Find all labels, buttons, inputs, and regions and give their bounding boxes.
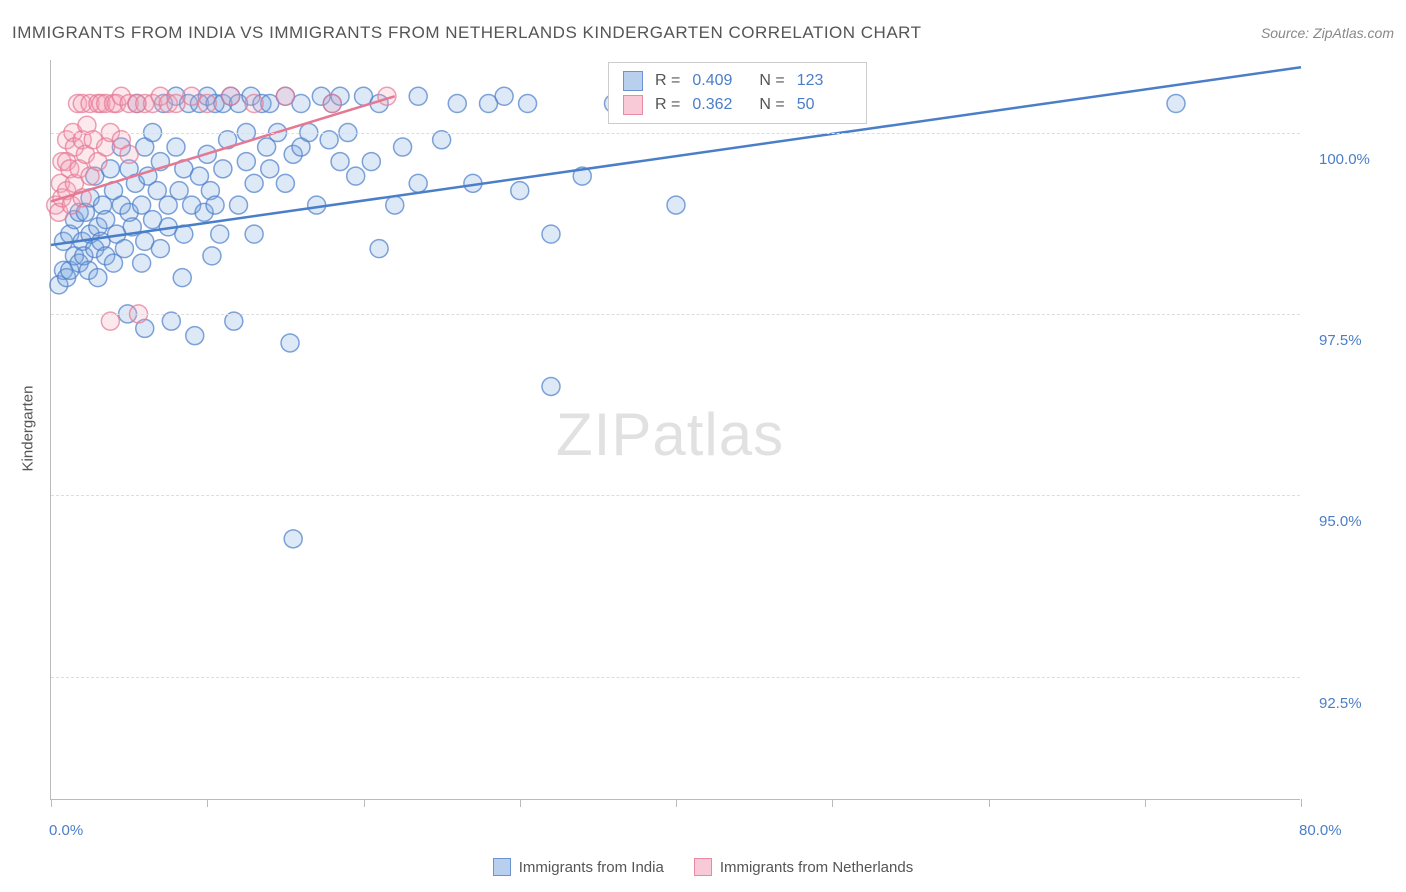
n-value-netherlands: 50 [797, 96, 852, 114]
gridline-horizontal [51, 677, 1300, 678]
source-value: ZipAtlas.com [1313, 25, 1394, 41]
gridline-horizontal [51, 314, 1300, 315]
x-tick-mark [1145, 799, 1146, 807]
scatter-svg [51, 60, 1300, 799]
swatch-india-icon [623, 71, 643, 91]
scatter-point [511, 182, 529, 200]
scatter-point [519, 95, 537, 113]
scatter-point [211, 225, 229, 243]
scatter-point [261, 160, 279, 178]
scatter-point [133, 254, 151, 272]
swatch-netherlands-icon [623, 95, 643, 115]
y-axis-label: Kindergarten [19, 386, 36, 472]
x-tick-mark [989, 799, 990, 807]
x-tick-label: 0.0% [49, 822, 83, 839]
legend-item-netherlands: Immigrants from Netherlands [694, 858, 913, 876]
legend-label-netherlands: Immigrants from Netherlands [720, 859, 913, 876]
x-tick-mark [676, 799, 677, 807]
stat-row-netherlands: R = 0.362 N = 50 [623, 93, 852, 117]
r-value-india: 0.409 [692, 72, 747, 90]
y-tick-label: 100.0% [1319, 151, 1399, 168]
legend-item-india: Immigrants from India [493, 858, 664, 876]
x-tick-mark [51, 799, 52, 807]
scatter-point [198, 95, 216, 113]
scatter-point [284, 530, 302, 548]
scatter-point [448, 95, 466, 113]
scatter-point [323, 95, 341, 113]
scatter-point [1167, 95, 1185, 113]
gridline-horizontal [51, 133, 1300, 134]
scatter-point [347, 167, 365, 185]
scatter-point [370, 240, 388, 258]
scatter-point [170, 182, 188, 200]
scatter-point [237, 153, 255, 171]
scatter-point [173, 269, 191, 287]
scatter-point [186, 327, 204, 345]
y-tick-label: 92.5% [1319, 695, 1399, 712]
scatter-point [542, 377, 560, 395]
scatter-point [394, 138, 412, 156]
scatter-point [542, 225, 560, 243]
scatter-point [409, 174, 427, 192]
chart-source: Source: ZipAtlas.com [1261, 25, 1394, 41]
x-tick-label: 80.0% [1299, 822, 1342, 839]
swatch-netherlands-icon [694, 858, 712, 876]
scatter-point [115, 240, 133, 258]
scatter-point [203, 247, 221, 265]
x-tick-mark [520, 799, 521, 807]
scatter-point [89, 269, 107, 287]
scatter-point [276, 87, 294, 105]
scatter-point [167, 138, 185, 156]
scatter-point [409, 87, 427, 105]
r-value-netherlands: 0.362 [692, 96, 747, 114]
chart-header: IMMIGRANTS FROM INDIA VS IMMIGRANTS FROM… [12, 18, 1394, 48]
bottom-legend: Immigrants from India Immigrants from Ne… [0, 858, 1406, 876]
scatter-point [151, 240, 169, 258]
scatter-point [222, 87, 240, 105]
scatter-point [276, 174, 294, 192]
plot-area: ZIPatlas 92.5%95.0%97.5%100.0%0.0%80.0% [50, 60, 1300, 800]
scatter-point [245, 174, 263, 192]
x-tick-mark [832, 799, 833, 807]
scatter-point [667, 196, 685, 214]
gridline-horizontal [51, 495, 1300, 496]
x-tick-mark [207, 799, 208, 807]
scatter-point [281, 334, 299, 352]
n-label: N = [759, 96, 784, 114]
scatter-point [230, 196, 248, 214]
r-label: R = [655, 96, 680, 114]
scatter-point [362, 153, 380, 171]
n-label: N = [759, 72, 784, 90]
x-tick-mark [364, 799, 365, 807]
scatter-point [206, 196, 224, 214]
y-tick-label: 97.5% [1319, 332, 1399, 349]
scatter-point [245, 95, 263, 113]
stat-row-india: R = 0.409 N = 123 [623, 69, 852, 93]
scatter-point [245, 225, 263, 243]
scatter-point [120, 145, 138, 163]
scatter-point [495, 87, 513, 105]
scatter-point [331, 153, 349, 171]
legend-label-india: Immigrants from India [519, 859, 664, 876]
scatter-point [214, 160, 232, 178]
n-value-india: 123 [797, 72, 852, 90]
source-label: Source: [1261, 25, 1309, 41]
correlation-stat-box: R = 0.409 N = 123 R = 0.362 N = 50 [608, 62, 867, 124]
swatch-india-icon [493, 858, 511, 876]
x-tick-mark [1301, 799, 1302, 807]
y-tick-label: 95.0% [1319, 513, 1399, 530]
r-label: R = [655, 72, 680, 90]
scatter-point [386, 196, 404, 214]
chart-title: IMMIGRANTS FROM INDIA VS IMMIGRANTS FROM… [12, 23, 922, 43]
